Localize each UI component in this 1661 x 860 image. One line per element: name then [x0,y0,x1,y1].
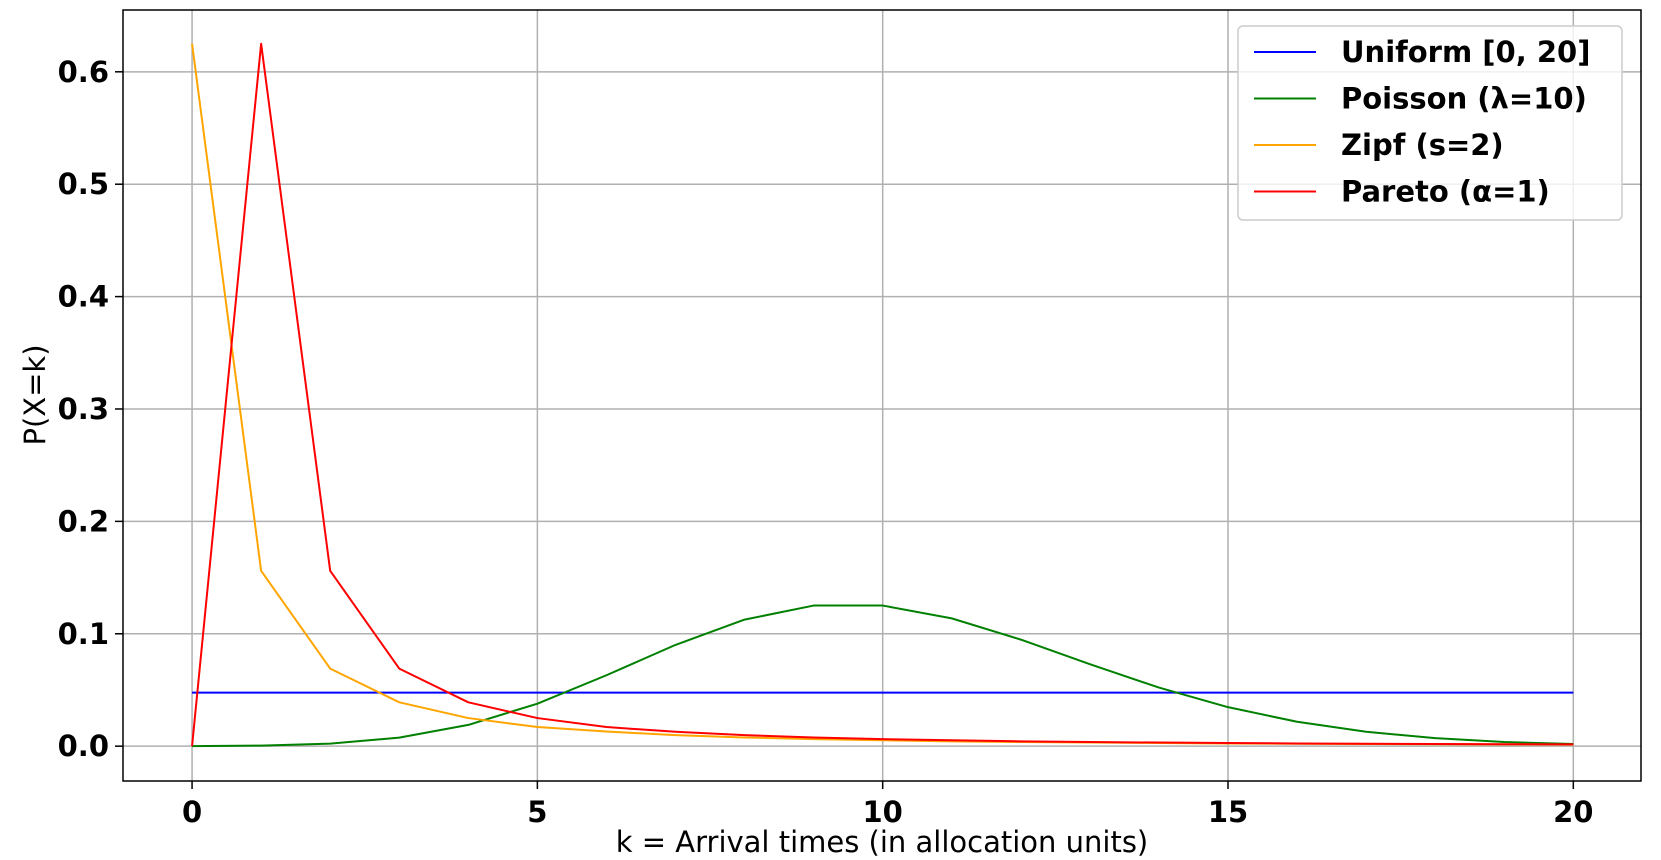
y-tick-label: 0.2 [58,504,109,538]
series-line-poisson [192,604,1574,748]
y-tick-label: 0.4 [58,280,109,314]
y-tick-label: 0.1 [58,617,109,651]
y-tick-label: 0.6 [58,55,109,89]
x-tick-label: 5 [527,795,547,829]
legend-label-uniform: Uniform [0, 20] [1341,35,1590,69]
x-axis-label: k = Arrival times (in allocation units) [616,825,1149,859]
legend-label-zipf: Zipf (s=2) [1341,128,1504,162]
x-tick-label: 15 [1208,795,1248,829]
y-axis-label: P(X=k) [18,344,52,445]
x-tick-label: 0 [182,795,202,829]
series-lines [191,42,1574,748]
axis-ticks: 0 5 10 15 20 0.0 0.1 0.2 0.3 0.4 0.5 0.6 [58,55,1594,829]
y-tick-label: 0.0 [58,729,109,763]
x-tick-label: 20 [1553,795,1593,829]
legend-label-poisson: Poisson (λ=10) [1341,82,1587,116]
y-tick-label: 0.5 [58,167,109,201]
legend-label-pareto: Pareto (α=1) [1341,175,1550,209]
series-line-pareto [191,42,1574,747]
legend-box [1237,25,1623,221]
legend: Uniform [0, 20] Poisson (λ=10) Zipf (s=2) P… [1237,25,1623,221]
y-tick-label: 0.3 [58,392,109,426]
x-tick-label: 10 [863,795,903,829]
